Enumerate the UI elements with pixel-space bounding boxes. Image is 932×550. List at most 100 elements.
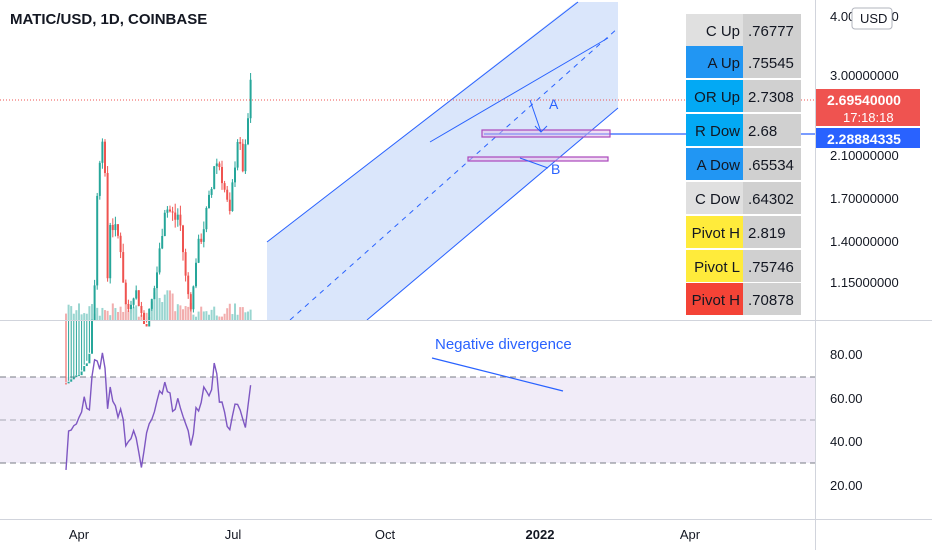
volume-bar xyxy=(78,303,80,320)
candle xyxy=(70,320,73,382)
candle xyxy=(111,218,114,238)
candle xyxy=(241,139,244,173)
volume-bar xyxy=(174,311,177,320)
candle xyxy=(80,320,83,376)
zone-rect-a[interactable] xyxy=(481,129,611,138)
candle xyxy=(148,308,151,327)
time-axis[interactable]: Apr Jul Oct 2022 Apr xyxy=(69,527,701,542)
candle xyxy=(135,285,138,300)
candle xyxy=(179,205,182,231)
table-row: Pivot L .75746 xyxy=(686,250,801,282)
volume-bar xyxy=(249,309,252,320)
volume-bar xyxy=(247,311,249,320)
divergence-line xyxy=(431,357,564,392)
projection-arrow-2 xyxy=(519,157,549,169)
volume-bar xyxy=(122,311,125,320)
svg-text:17:18:18: 17:18:18 xyxy=(843,110,894,125)
candle xyxy=(226,185,229,202)
table-row: A Dow .65534 xyxy=(686,148,801,180)
table-row: Pivot H .70878 xyxy=(686,283,801,315)
volume-bar xyxy=(111,303,114,320)
line-price-tag: 2.28884335 xyxy=(816,128,920,148)
candle xyxy=(114,216,117,237)
channel-lower-line xyxy=(366,107,619,321)
svg-text:2.69540000: 2.69540000 xyxy=(827,92,901,108)
volume-bar xyxy=(163,294,166,320)
svg-text:2.28884335: 2.28884335 xyxy=(827,131,901,147)
candle xyxy=(171,206,174,221)
volume-bar xyxy=(166,290,169,320)
candle xyxy=(85,320,88,367)
rsi-tick-label: 40.00 xyxy=(830,434,863,449)
candle xyxy=(106,166,109,282)
volume-bar xyxy=(215,315,218,320)
candle xyxy=(231,179,234,212)
table-row-value: 2.7308 xyxy=(748,89,794,106)
candle xyxy=(215,158,218,174)
volume-bar xyxy=(228,303,231,320)
candle xyxy=(163,209,166,237)
symbol-title: MATIC/USD, 1D, COINBASE xyxy=(10,11,207,28)
rsi-tick-label: 20.00 xyxy=(830,478,863,493)
volume-bar xyxy=(176,304,179,320)
candle xyxy=(117,224,119,239)
candle xyxy=(143,312,145,325)
candle xyxy=(202,221,205,248)
last-price-tag: 2.69540000 17:18:18 xyxy=(816,89,920,126)
channel-upper-line xyxy=(266,1,579,243)
table-row-value: .76777 xyxy=(748,23,794,40)
volume-bar xyxy=(182,309,184,320)
rsi-axis[interactable]: 80.00 60.00 40.00 20.00 xyxy=(830,347,863,493)
table-row-label: C Up xyxy=(706,23,740,40)
candle xyxy=(72,320,75,380)
candle xyxy=(187,272,190,299)
candle xyxy=(213,166,216,190)
volume-bar xyxy=(83,313,86,320)
candle xyxy=(156,266,158,290)
candle xyxy=(124,279,127,305)
candle xyxy=(197,234,200,264)
candle xyxy=(161,228,164,250)
currency-badge[interactable]: USD xyxy=(851,7,893,30)
volume-bar xyxy=(213,306,216,320)
price-tick-label: 1.70000000 xyxy=(830,191,899,206)
candle xyxy=(93,279,96,322)
channel-mid-line xyxy=(289,27,619,321)
candle xyxy=(83,320,86,372)
volume-bar xyxy=(223,313,226,320)
candle xyxy=(75,320,78,378)
volume-bar xyxy=(187,306,190,320)
indicator-table: C Up .76777 A Up .75545 OR Up 2.7308 R Dow 2.68… xyxy=(686,14,801,315)
table-row-label: OR Up xyxy=(694,89,740,106)
volume-bar xyxy=(145,312,148,320)
volume-bar xyxy=(161,302,164,320)
table-row-label: A Dow xyxy=(697,157,741,174)
table-row-value: .70878 xyxy=(748,292,794,309)
candles-layer xyxy=(65,72,252,385)
table-row: C Up .76777 xyxy=(686,14,801,46)
candle xyxy=(200,233,203,245)
volume-bar xyxy=(88,306,91,320)
zone-rect-b[interactable] xyxy=(467,156,609,162)
candle xyxy=(101,138,104,169)
table-row-label: Pivot H xyxy=(692,292,740,309)
volume-bar xyxy=(231,314,234,320)
volume-bars xyxy=(65,289,252,320)
volume-bar xyxy=(218,316,221,320)
candle xyxy=(109,222,112,284)
candle xyxy=(176,208,179,227)
volume-bar xyxy=(241,307,244,320)
price-tick-label: 1.15000000 xyxy=(830,275,899,290)
table-row: Pivot H 2.819 xyxy=(686,216,801,248)
volume-bar xyxy=(221,316,223,320)
volume-bar xyxy=(80,314,83,320)
volume-bar xyxy=(127,310,130,320)
volume-bar xyxy=(130,313,132,320)
divergence-annotation: Negative divergence xyxy=(435,336,572,353)
rsi-tick-label: 80.00 xyxy=(830,347,863,362)
table-row-label: R Dow xyxy=(695,123,740,140)
candle xyxy=(67,320,70,384)
volume-bar xyxy=(200,306,203,320)
volume-bar xyxy=(239,307,242,320)
